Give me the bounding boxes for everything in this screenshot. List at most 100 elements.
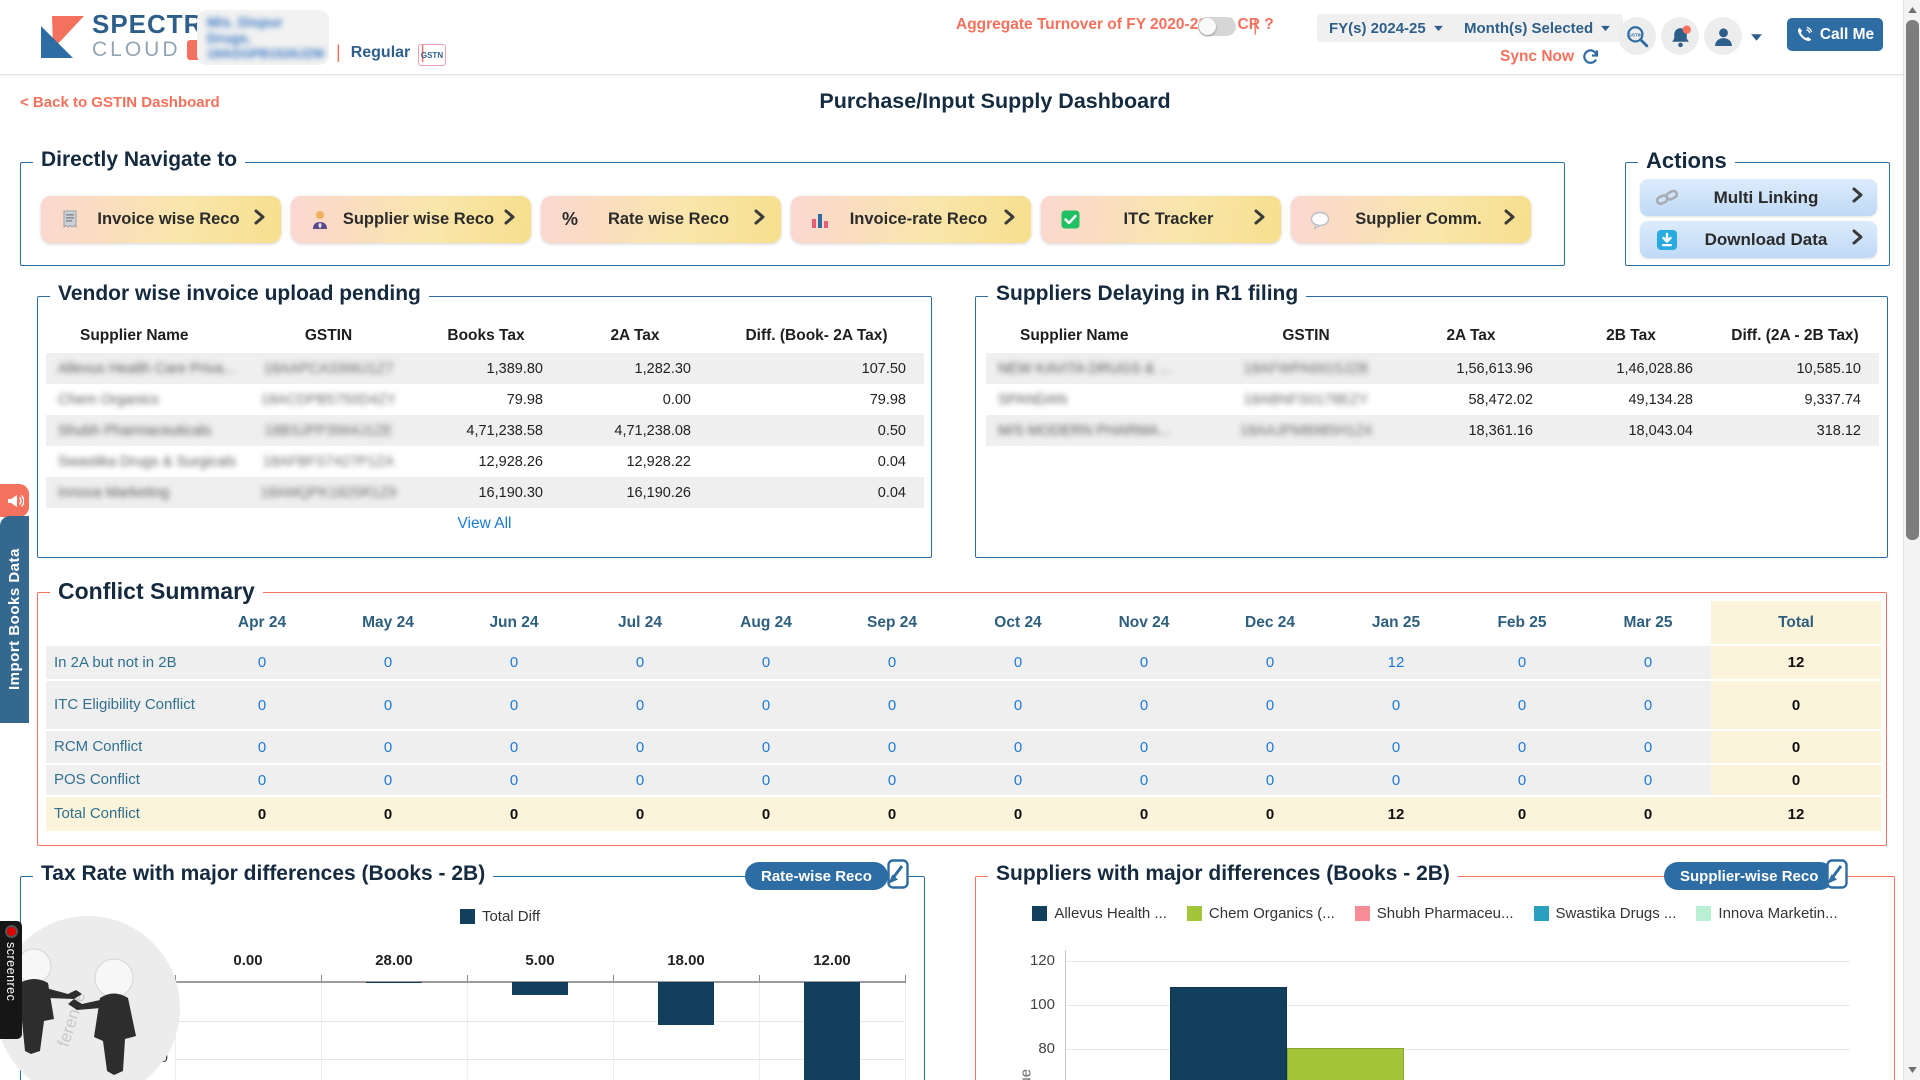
conflict-value[interactable]: 0: [1517, 696, 1527, 714]
legend-item[interactable]: Swastika Drugs ...: [1533, 905, 1676, 922]
scrollbar-thumb[interactable]: [1906, 20, 1919, 540]
company-info[interactable]: M/s. Dispur Drugs. 18AGGPB1526JZM: [197, 10, 329, 65]
gstin-search-button[interactable]: GSTIN: [1618, 17, 1656, 55]
notifications-button[interactable]: [1661, 17, 1699, 55]
conflict-value[interactable]: 0: [1139, 738, 1149, 756]
call-me-button[interactable]: Call Me: [1787, 18, 1883, 51]
conflict-value[interactable]: 0: [1391, 771, 1401, 789]
table-row[interactable]: Innova Marketing 18AMQPK1825R1Z9 16,190.30…: [46, 477, 924, 508]
conflict-value[interactable]: 0: [635, 771, 645, 789]
legend-item[interactable]: Chem Organics (...: [1186, 905, 1335, 922]
table-row[interactable]: NEW KAVITA DRUGS & ... 18AFWPA6915JZB 1,56…: [986, 353, 1879, 384]
conflict-value[interactable]: 0: [761, 654, 771, 671]
rate-wise-reco-button[interactable]: Rate-wise Reco: [745, 862, 888, 890]
bar-total-diff[interactable]: [512, 982, 568, 995]
user-menu-button[interactable]: [1704, 17, 1742, 55]
conflict-value[interactable]: 0: [1517, 654, 1527, 671]
conflict-value[interactable]: 12: [1387, 654, 1405, 671]
conflict-value[interactable]: 0: [1139, 654, 1149, 671]
conflict-value[interactable]: 0: [635, 696, 645, 714]
conflict-value[interactable]: 0: [887, 771, 897, 789]
conflict-value[interactable]: 0: [509, 738, 519, 756]
export-chart-icon[interactable]: [884, 858, 910, 890]
turnover-toggle[interactable]: [1198, 17, 1236, 36]
conflict-value[interactable]: 0: [1013, 771, 1023, 789]
conflict-value[interactable]: 0: [257, 738, 267, 756]
action-button-download-data[interactable]: Download Data: [1640, 221, 1877, 258]
nav-button-rate-wise-reco[interactable]: % Rate wise Reco: [541, 196, 781, 243]
table-row[interactable]: SPANDAN 18ABNFS0178EZY 58,472.02 49,134.28 9…: [986, 384, 1879, 415]
conflict-value[interactable]: 0: [1265, 654, 1275, 671]
month-header: Dec 24: [1245, 613, 1295, 631]
conflict-value[interactable]: 0: [1517, 738, 1527, 756]
bar-allevus-health[interactable]: [1170, 987, 1287, 1080]
announcements-tab[interactable]: [0, 484, 29, 517]
conflict-value[interactable]: 0: [1643, 771, 1653, 789]
conflict-value[interactable]: 0: [1265, 696, 1275, 714]
bar-total-diff[interactable]: [658, 982, 714, 1025]
nav-button-invoice-wise-reco[interactable]: Invoice wise Reco: [41, 196, 281, 243]
conflict-value[interactable]: 0: [257, 771, 267, 789]
nav-button-itc-tracker[interactable]: ITC Tracker: [1041, 196, 1281, 243]
supplier-wise-reco-button[interactable]: Supplier-wise Reco: [1664, 862, 1835, 890]
conflict-value[interactable]: 0: [635, 654, 645, 671]
conflict-value[interactable]: 0: [635, 738, 645, 756]
conflict-value[interactable]: 0: [1391, 696, 1401, 714]
conflict-value[interactable]: 0: [257, 654, 267, 671]
view-all-link[interactable]: View All: [457, 515, 512, 532]
conflict-value[interactable]: 0: [1391, 738, 1401, 756]
back-to-gstin-dashboard-link[interactable]: < Back to GSTIN Dashboard: [20, 94, 220, 111]
conflict-value[interactable]: 0: [509, 654, 519, 671]
legend-item[interactable]: Shubh Pharmaceu...: [1354, 905, 1514, 922]
conflict-value[interactable]: 0: [383, 738, 393, 756]
conflict-value[interactable]: 0: [761, 738, 771, 756]
import-books-data-tab[interactable]: Import Books Data: [0, 516, 29, 723]
nav-button-supplier-wise-reco[interactable]: Supplier wise Reco: [291, 196, 531, 243]
conflict-value[interactable]: 0: [383, 771, 393, 789]
nav-button-supplier-comm[interactable]: Supplier Comm.: [1291, 196, 1531, 243]
legend-item[interactable]: Total Diff: [459, 908, 540, 925]
bar-chem-organics[interactable]: [1287, 1047, 1404, 1080]
vertical-scrollbar[interactable]: [1903, 0, 1920, 1080]
conflict-value[interactable]: 0: [887, 738, 897, 756]
table-row[interactable]: Chem Organics 18ACDPB5750D4ZY 79.98 0.00 79.…: [46, 384, 924, 415]
conflict-value[interactable]: 0: [1139, 771, 1149, 789]
legend-item[interactable]: Innova Marketin...: [1696, 905, 1838, 922]
conflict-value[interactable]: 0: [1643, 738, 1653, 756]
conflict-value[interactable]: 0: [509, 771, 519, 789]
table-row[interactable]: M/S MODERN PHARMA... 18AAJPM8985H1Z4 18,36…: [986, 415, 1879, 446]
conflict-value[interactable]: 0: [1139, 696, 1149, 714]
table-row[interactable]: Allevus Health Care Priva... 18AAPCA3396J…: [46, 353, 924, 384]
conflict-value[interactable]: 0: [887, 654, 897, 671]
table-row[interactable]: Swastika Drugs & Surgicals 18AFBFS7427P1Z…: [46, 446, 924, 477]
scroll-up-arrow[interactable]: [1904, 2, 1920, 18]
bar-total-diff[interactable]: [804, 982, 860, 1080]
nav-button-invoice-rate-reco[interactable]: Invoice-rate Reco: [791, 196, 1031, 243]
screenrec-widget[interactable]: screenrec: [0, 921, 22, 1039]
table-row[interactable]: Shubh Pharmaceuticals 18BSJPP3964J1ZE 4,71…: [46, 415, 924, 446]
conflict-value[interactable]: 0: [383, 654, 393, 671]
sync-now-button[interactable]: Sync Now: [1500, 47, 1600, 66]
conflict-value[interactable]: 0: [383, 696, 393, 714]
export-chart-icon[interactable]: [1823, 858, 1849, 890]
legend-item[interactable]: Allevus Health ...: [1032, 905, 1167, 922]
conflict-value[interactable]: 0: [1265, 771, 1275, 789]
scroll-down-arrow[interactable]: [1904, 1062, 1920, 1078]
action-button-multi-linking[interactable]: Multi Linking: [1640, 179, 1877, 216]
conflict-value[interactable]: 0: [1013, 696, 1023, 714]
conflict-value[interactable]: 0: [1013, 654, 1023, 671]
bar-total-diff[interactable]: [366, 982, 422, 983]
conflict-value[interactable]: 0: [509, 696, 519, 714]
conflict-value[interactable]: 0: [887, 696, 897, 714]
fy-dropdown[interactable]: FY(s) 2024-25: [1317, 14, 1456, 42]
chevron-down-icon[interactable]: [1750, 33, 1763, 42]
conflict-value[interactable]: 0: [257, 696, 267, 714]
month-dropdown[interactable]: Month(s) Selected: [1452, 14, 1624, 42]
conflict-value[interactable]: 0: [1517, 771, 1527, 789]
conflict-value[interactable]: 0: [1013, 738, 1023, 756]
conflict-value[interactable]: 0: [1265, 738, 1275, 756]
conflict-value[interactable]: 0: [1643, 696, 1653, 714]
conflict-value[interactable]: 0: [1643, 654, 1653, 671]
conflict-value[interactable]: 0: [761, 771, 771, 789]
conflict-value[interactable]: 0: [761, 696, 771, 714]
